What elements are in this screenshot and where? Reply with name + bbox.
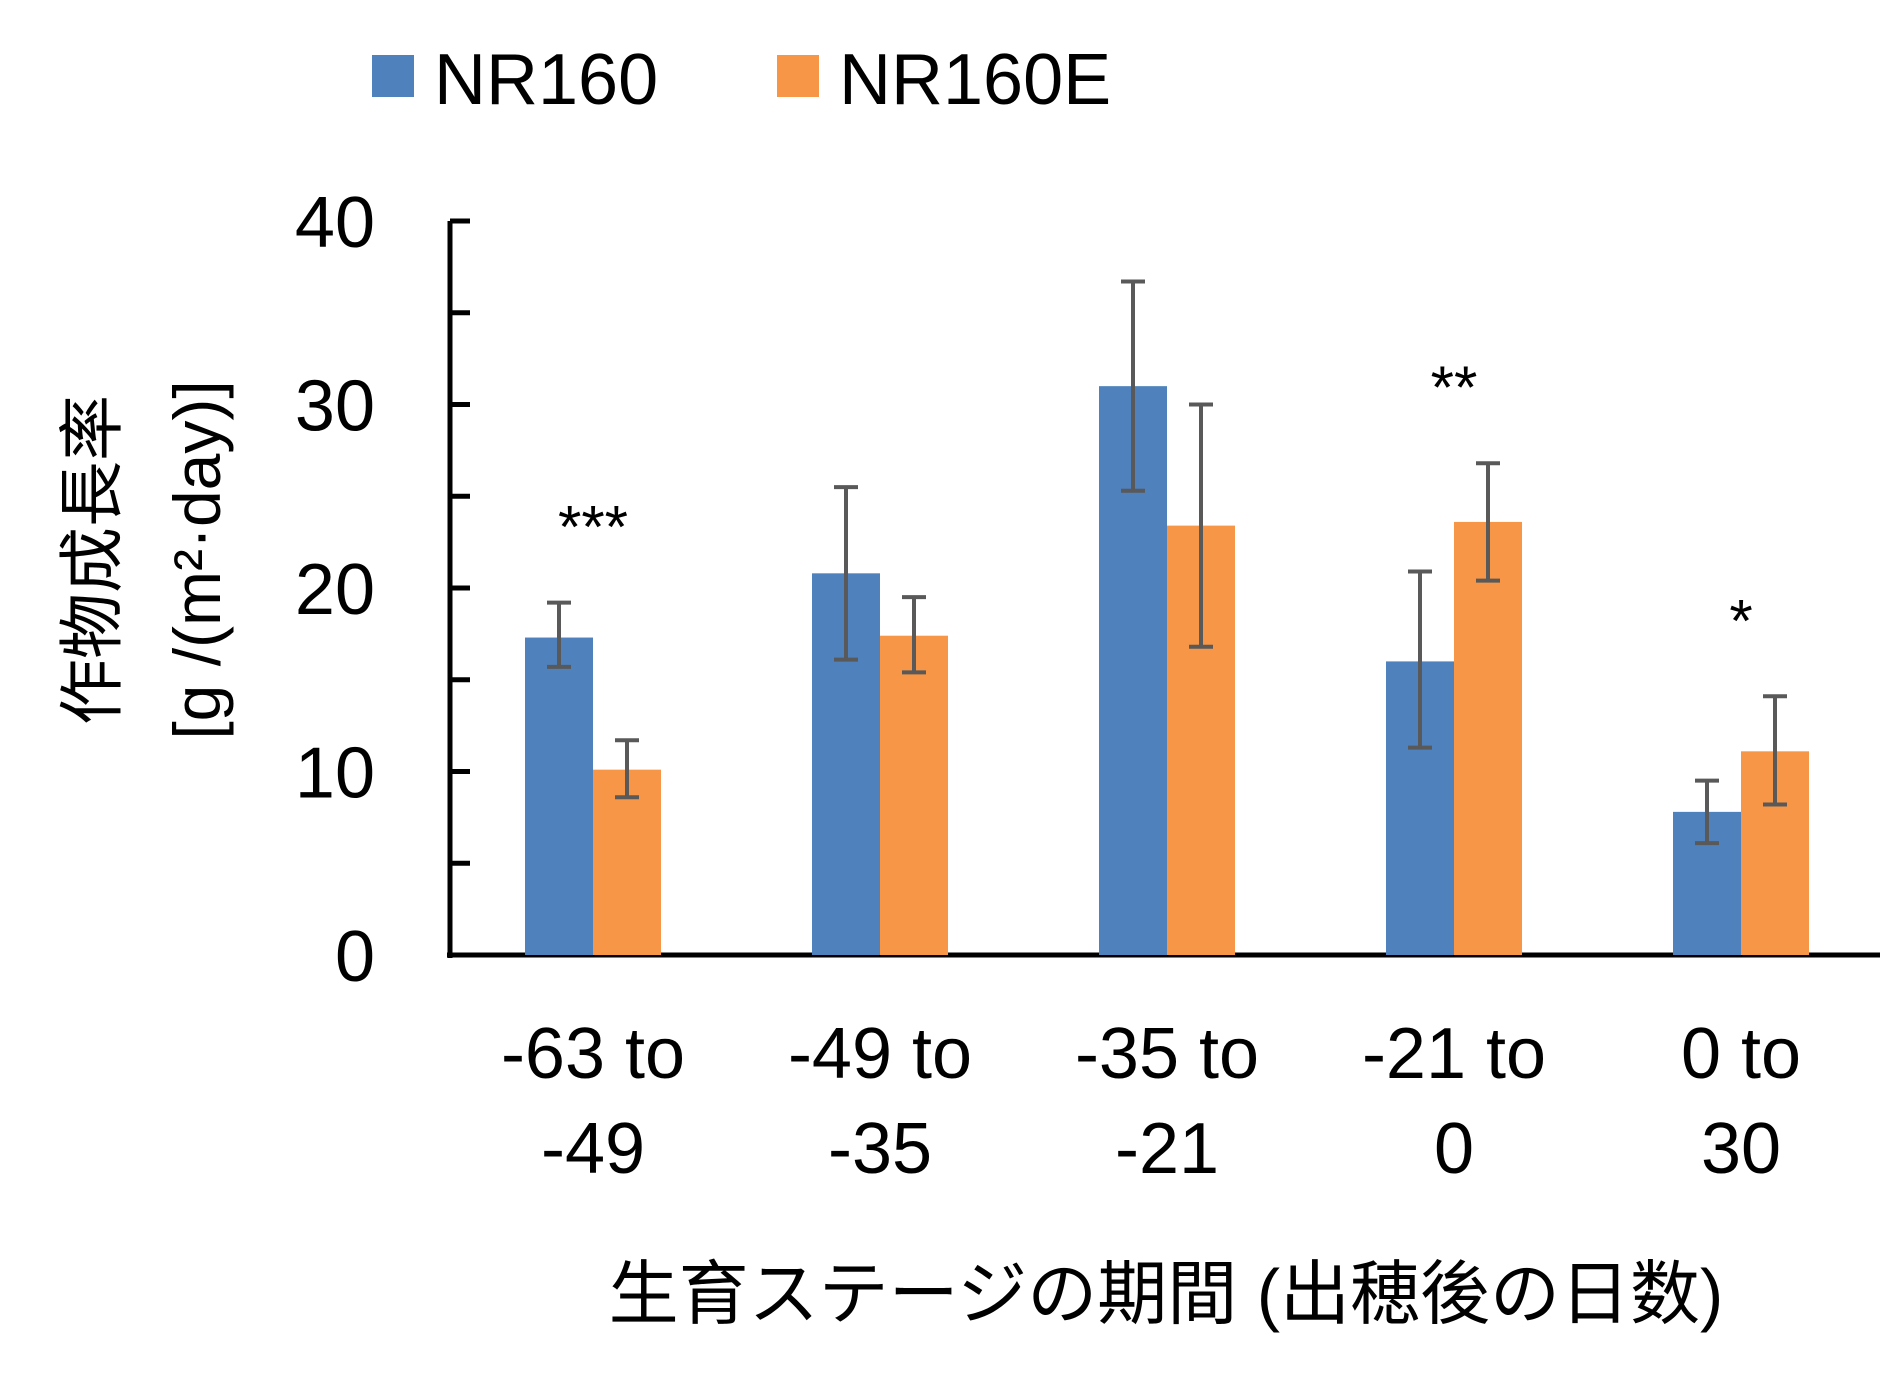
x-axis-title: 生育ステージの期間 (出穂後の日数) bbox=[609, 1255, 1724, 1333]
legend-label: NR160E bbox=[839, 40, 1111, 120]
legend-swatch-nr160 bbox=[372, 55, 414, 97]
error-bar bbox=[547, 600, 571, 669]
bar-nr160e bbox=[593, 769, 661, 955]
x-tick-label: -49 to bbox=[788, 1014, 972, 1094]
error-bar bbox=[1121, 279, 1145, 493]
error-bar bbox=[834, 485, 858, 662]
x-tick-label: -35 to bbox=[1075, 1014, 1259, 1094]
error-bar bbox=[615, 738, 639, 800]
x-tick-label: 30 bbox=[1701, 1109, 1781, 1189]
y-tick-label: 30 bbox=[295, 367, 375, 447]
bar-nr160e bbox=[880, 635, 948, 955]
y-axis-label: 作物成長率 [g /(m²·day)] bbox=[55, 380, 234, 739]
x-tick-label: -63 to bbox=[501, 1014, 685, 1094]
bars: ****** bbox=[525, 279, 1809, 955]
significance-annotation: *** bbox=[558, 494, 628, 561]
x-tick-labels: -63 to -49 -49 to -35 -35 to -21 -21 to 0 0 to 30 bbox=[501, 1014, 1801, 1189]
significance-annotation: * bbox=[1729, 587, 1752, 654]
legend-swatch-nr160e bbox=[777, 55, 819, 97]
x-tick-label: 0 to bbox=[1681, 1014, 1801, 1094]
error-bar bbox=[1476, 461, 1500, 583]
axes: 0 10 20 30 40 bbox=[295, 183, 1880, 997]
error-bar bbox=[1763, 694, 1787, 807]
x-tick-label: -49 bbox=[541, 1109, 645, 1189]
y-axis-label-line: [g /(m²·day)] bbox=[160, 380, 234, 739]
error-bar bbox=[1408, 569, 1432, 750]
legend-label: NR160 bbox=[434, 40, 658, 120]
y-tick-label: 10 bbox=[295, 734, 375, 814]
error-bar bbox=[1189, 402, 1213, 649]
significance-annotation: ** bbox=[1431, 354, 1478, 421]
x-tick-label: -21 bbox=[1115, 1109, 1219, 1189]
error-bar bbox=[1695, 778, 1719, 846]
y-axis-label-line: 作物成長率 bbox=[55, 395, 129, 725]
x-tick-label: 0 bbox=[1434, 1109, 1474, 1189]
y-tick-label: 0 bbox=[335, 917, 375, 997]
x-tick-label: -21 to bbox=[1362, 1014, 1546, 1094]
y-tick-label: 40 bbox=[295, 183, 375, 263]
legend: NR160 NR160E bbox=[372, 40, 1111, 120]
x-tick-label: -35 bbox=[828, 1109, 932, 1189]
bar-nr160e bbox=[1454, 521, 1522, 955]
bar-nr160 bbox=[525, 637, 593, 955]
error-bar bbox=[902, 595, 926, 675]
y-tick-label: 20 bbox=[295, 550, 375, 630]
